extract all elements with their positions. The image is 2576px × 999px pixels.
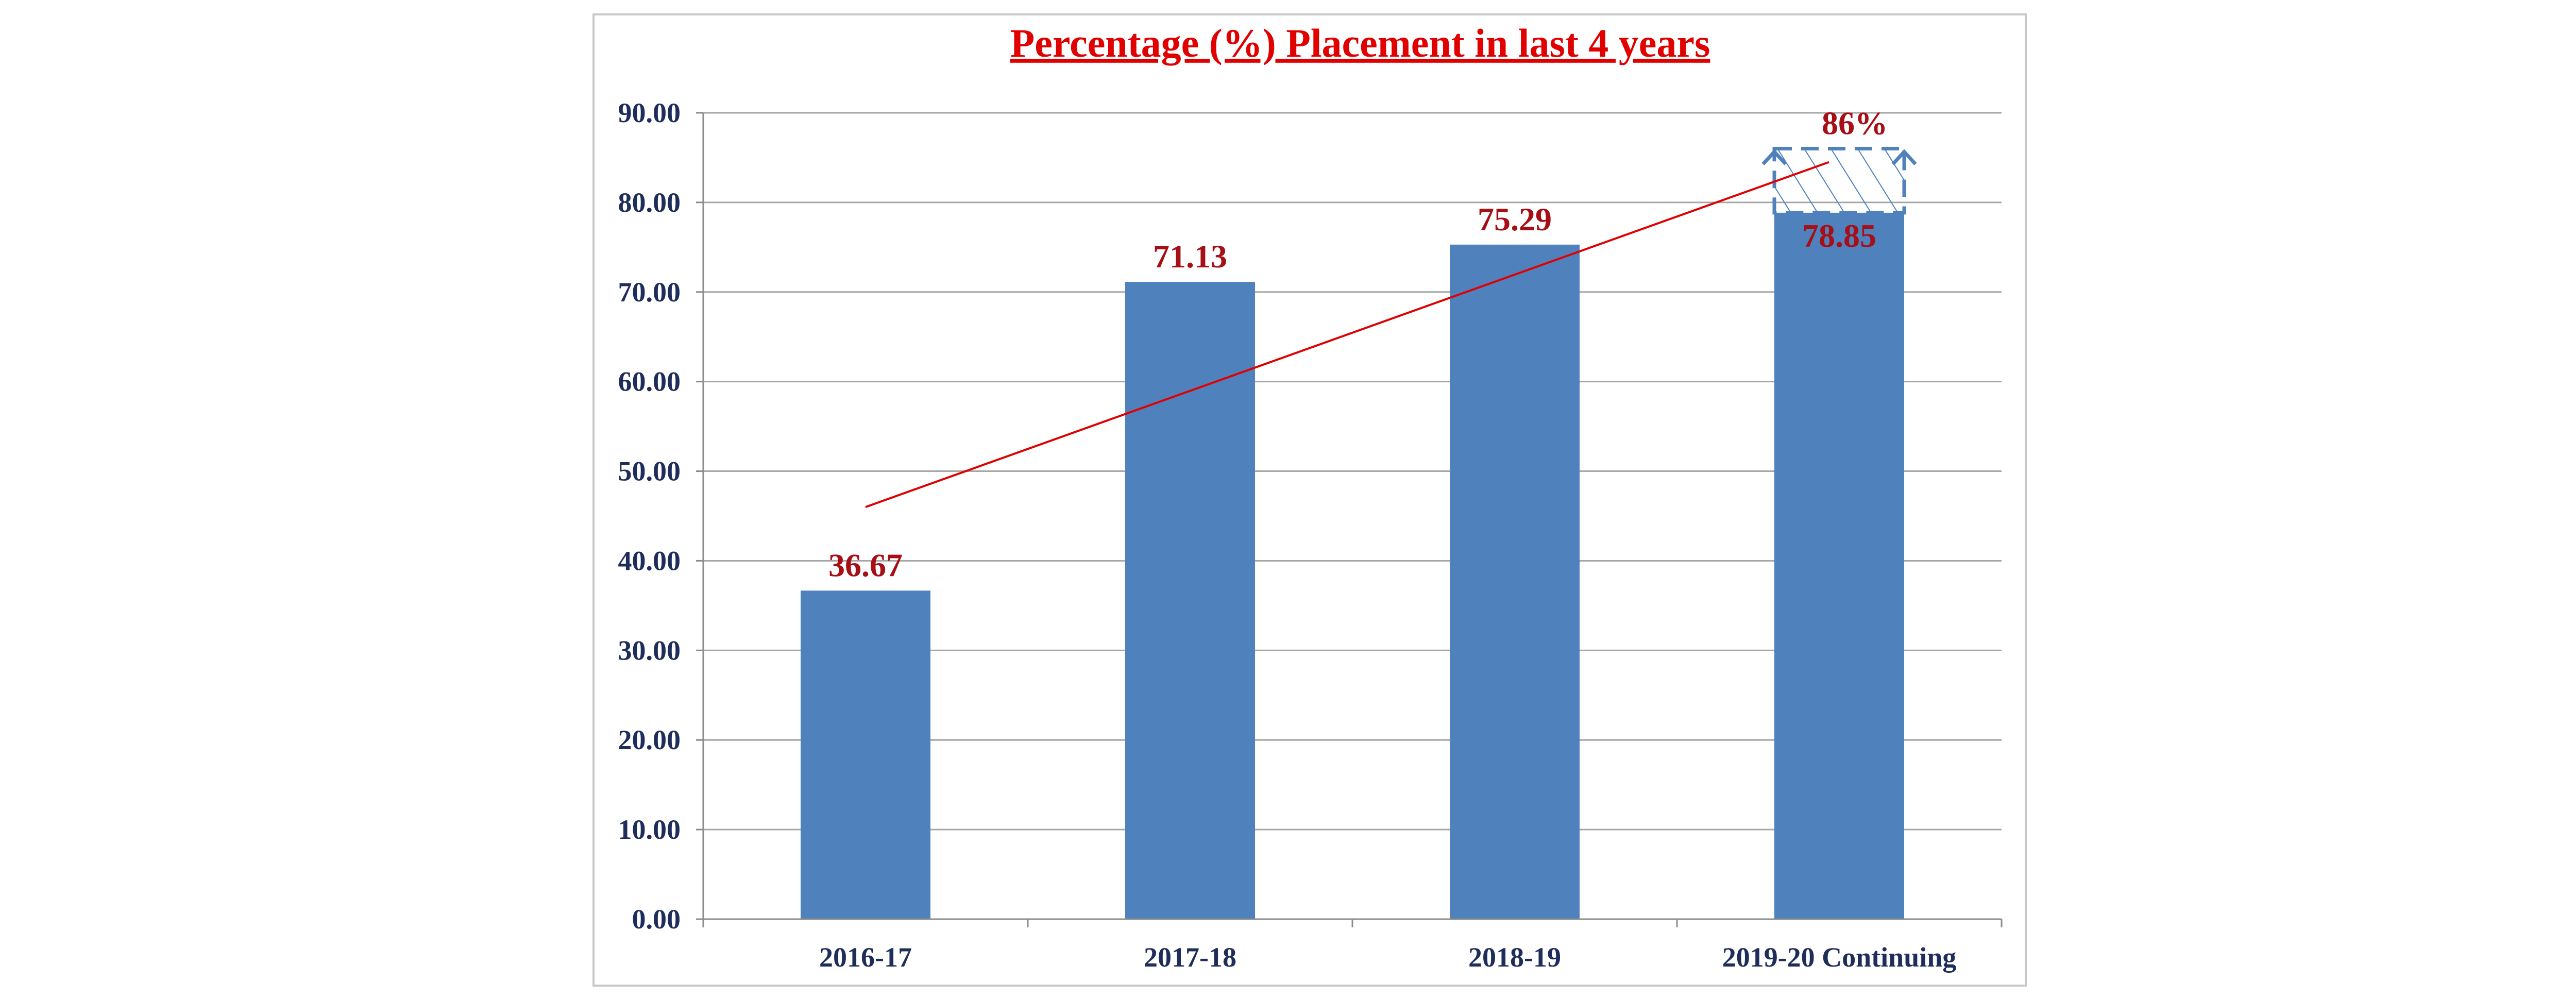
bar-2017-18 [1125,282,1255,919]
bar-group [801,212,1904,920]
projection-arrow-left [1761,149,1787,165]
bar-2019-20-continuing [1774,212,1904,919]
data-label-2016-17: 36.67 [828,547,903,583]
y-tick-label-60-00: 60.00 [618,366,681,397]
data-label-2019-20-continuing: 78.85 [1802,217,1876,254]
x-tick-label-2017-18: 2017-18 [1144,942,1236,973]
y-tick-label-70-00: 70.00 [618,277,681,308]
data-label-2018-19: 75.29 [1478,201,1552,238]
x-tick-label-2016-17: 2016-17 [819,942,912,973]
projection-arrow-right [1891,149,1917,165]
y-tick-label-80-00: 80.00 [618,187,681,218]
x-tick-label-2019-20-continuing: 2019-20 Continuing [1722,942,1957,973]
bar-2018-19 [1450,244,1580,920]
y-tick-label-90-00: 90.00 [618,97,681,128]
data-label-2017-18: 71.13 [1153,238,1227,275]
labels: 0.00 10.00 20.00 30.00 40.00 50.00 60.00 70.00 8… [618,97,1957,973]
y-tick-label-30-00: 30.00 [618,635,681,666]
trend-line [865,161,1829,508]
y-tick-label-10-00: 10.00 [618,814,681,845]
bar-2016-17 [801,590,930,919]
axes [696,112,2003,927]
y-tick-label-0-00: 0.00 [632,904,681,935]
y-tick-label-50-00: 50.00 [618,456,681,487]
x-tick-label-2018-19: 2018-19 [1468,942,1561,973]
projection-box [1772,147,1906,215]
y-tick-label-40-00: 40.00 [618,545,681,576]
overlays: 86% [865,105,1917,508]
chart-title: Percentage (%) Placement in last 4 years [1010,21,1710,65]
y-tick-label-20-00: 20.00 [618,724,681,755]
projection-label: 86% [1822,105,1888,142]
